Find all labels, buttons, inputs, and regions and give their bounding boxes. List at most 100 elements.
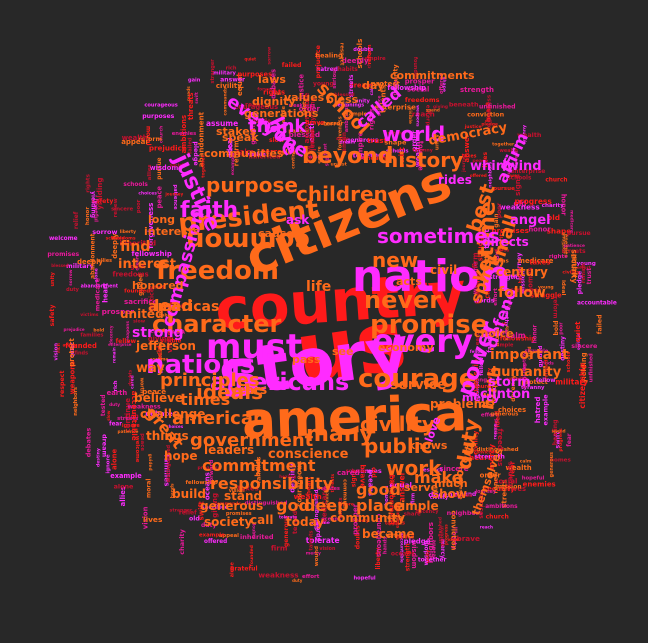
filler-word: liberty [353, 518, 369, 524]
cloud-word: faith [180, 198, 239, 223]
filler-word: brave [456, 534, 480, 543]
filler-word: beginnings [476, 272, 482, 304]
cloud-word: much [434, 477, 468, 490]
filler-word: liberty [120, 229, 136, 235]
filler-word: effort [493, 288, 499, 306]
cloud-word: society [204, 515, 253, 529]
filler-word: serious [332, 67, 338, 89]
filler-word: talents [308, 530, 314, 550]
filler-word: weakness [127, 404, 161, 411]
cloud-word: world [382, 122, 446, 146]
filler-word: tyranny [522, 125, 528, 145]
filler-word: oceans [391, 551, 415, 558]
filler-word: hopeful [92, 199, 98, 223]
filler-word: share [336, 136, 349, 141]
filler-word: visible [407, 107, 413, 124]
filler-word: beneath [164, 330, 184, 336]
filler-word: moral [144, 126, 151, 146]
filler-word: taxes [529, 258, 550, 266]
filler-word: duty [66, 287, 80, 293]
cloud-word: stand [224, 489, 263, 503]
filler-word: conviction [324, 483, 329, 507]
filler-word: failed [282, 62, 302, 69]
filler-word: sincere [514, 151, 520, 169]
filler-word: heart [485, 102, 493, 122]
filler-word: equal [569, 254, 578, 277]
filler-word: rich [113, 380, 119, 391]
filler-word: unjust [331, 162, 348, 168]
filler-word: renew [113, 198, 119, 217]
cloud-word: storm [488, 375, 531, 390]
cloud-word: nations [146, 350, 256, 380]
filler-word: deeply [111, 233, 119, 259]
filler-word: citizenship [459, 474, 464, 500]
filler-word: honor [560, 194, 568, 216]
filler-word: fear [272, 91, 282, 96]
cloud-word: many [306, 422, 374, 447]
filler-word: enterprise [374, 102, 416, 111]
filler-word: ignore [122, 423, 140, 429]
filler-word: military [66, 263, 94, 270]
cloud-word: call [250, 513, 274, 527]
filler-word: reach [384, 516, 402, 522]
cloud-word: thank [248, 116, 307, 137]
filler-word: purposes [142, 113, 174, 120]
filler-word: allies [98, 258, 112, 264]
filler-word: inherited [249, 153, 281, 160]
filler-word: civility [562, 270, 580, 276]
filler-word: medicare [319, 487, 328, 525]
cloud-word: place [356, 496, 405, 515]
cloud-word: deep [304, 496, 349, 515]
filler-word: protect [371, 79, 401, 88]
cloud-word: hope [164, 449, 198, 463]
filler-word: failed [187, 137, 193, 154]
filler-word: church [474, 384, 494, 390]
filler-word: hopeful [353, 576, 375, 582]
filler-word: enterprise [108, 342, 132, 347]
filler-word: moral [146, 479, 153, 498]
filler-word: medicare [568, 210, 574, 233]
filler-word: enemies [563, 234, 569, 258]
filler-word: equal [389, 480, 411, 489]
filler-word: sincere [571, 342, 598, 350]
filler-word: empire [364, 56, 386, 62]
filler-word: reform [138, 136, 163, 143]
filler-word: destiny [289, 463, 297, 493]
filler-word: schools [566, 352, 572, 373]
filler-word: ignore [105, 454, 111, 474]
cloud-word: new [372, 248, 419, 272]
filler-word: forward [544, 360, 550, 380]
filler-word: social [407, 86, 429, 94]
filler-word: earth [107, 389, 128, 397]
filler-word: old [547, 213, 560, 222]
filler-word: tolerate [416, 141, 424, 171]
filler-word: schools [106, 235, 125, 241]
filler-word: trust [482, 229, 491, 249]
filler-word: young [313, 81, 334, 88]
filler-word: ambitions [344, 105, 350, 132]
cloud-word: promise [370, 310, 489, 340]
filler-word: duty [109, 402, 120, 408]
filler-word: journey [475, 489, 497, 495]
filler-word: mercy [306, 550, 321, 556]
filler-word: debates [85, 428, 93, 458]
filler-word: prejudice [149, 144, 187, 153]
filler-word: together [353, 152, 387, 160]
filler-word: earth [475, 329, 481, 346]
filler-word: church [545, 178, 567, 184]
filler-word: security [483, 485, 515, 493]
filler-word: gain [188, 78, 201, 84]
filler-word: slow [133, 319, 146, 325]
cloud-word: service [390, 377, 447, 393]
filler-word: generous [346, 137, 379, 144]
filler-word: victims [165, 324, 174, 353]
filler-word: finds [502, 274, 518, 280]
filler-word: homes [384, 486, 390, 506]
filler-word: streets [562, 248, 586, 255]
cloud-word: pass [292, 353, 321, 366]
filler-word: prosper [351, 503, 360, 535]
filler-word: dream [339, 139, 355, 145]
filler-word: hatred [533, 397, 542, 424]
filler-word: example [199, 532, 225, 538]
cloud-word: values [284, 91, 325, 104]
